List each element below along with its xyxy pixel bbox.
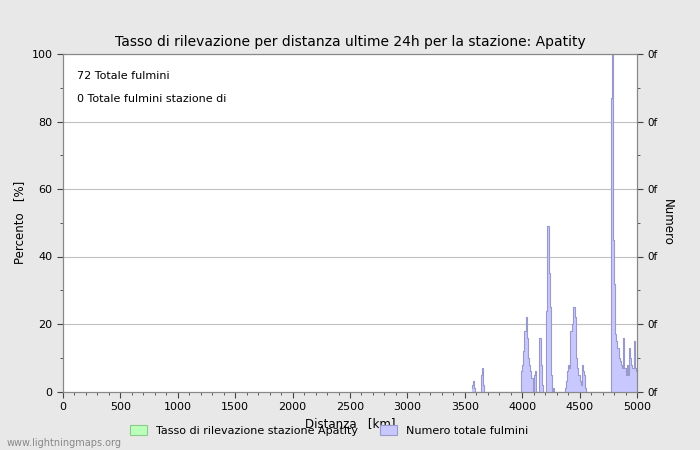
Text: 0 Totale fulmini stazione di: 0 Totale fulmini stazione di — [77, 94, 227, 104]
X-axis label: Distanza   [km]: Distanza [km] — [304, 418, 395, 431]
Y-axis label: Percento   [%]: Percento [%] — [13, 181, 26, 265]
Legend: Tasso di rilevazione stazione Apatity, Numero totale fulmini: Tasso di rilevazione stazione Apatity, N… — [126, 420, 532, 440]
Title: Tasso di rilevazione per distanza ultime 24h per la stazione: Apatity: Tasso di rilevazione per distanza ultime… — [115, 35, 585, 49]
Text: 72 Totale fulmini: 72 Totale fulmini — [77, 71, 170, 81]
Y-axis label: Numero: Numero — [662, 199, 674, 246]
Text: www.lightningmaps.org: www.lightningmaps.org — [7, 438, 122, 448]
